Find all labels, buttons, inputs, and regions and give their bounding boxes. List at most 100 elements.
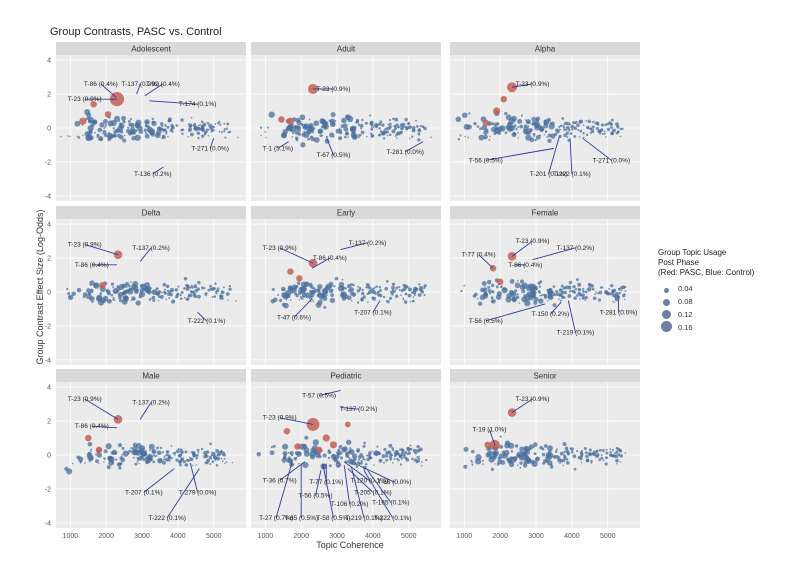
topic-point: [538, 298, 544, 304]
topic-point: [599, 286, 603, 289]
topic-point: [162, 458, 166, 461]
annotation-leader: [100, 83, 117, 98]
topic-point: [401, 449, 405, 453]
topic-point: [587, 119, 592, 124]
topic-point: [388, 125, 392, 129]
topic-point: [151, 297, 153, 299]
topic-point: [192, 452, 196, 456]
topic-point: [461, 112, 468, 119]
topic-point: [121, 446, 125, 450]
topic-point: [582, 132, 585, 135]
topic-point: [312, 439, 319, 446]
topic-point: [366, 457, 371, 462]
topic-point: [206, 458, 211, 463]
topic-point: [592, 128, 595, 131]
topic-point: [417, 293, 422, 297]
topic-point: [569, 289, 572, 292]
topic-point: [574, 127, 577, 130]
legend-title-3: (Red: PASC, Blue: Control): [658, 268, 755, 277]
topic-point: [235, 300, 238, 302]
topic-point: [260, 134, 263, 136]
topic-point: [611, 128, 616, 133]
topic-annotation: T-1 (5.1%): [263, 145, 293, 152]
topic-point: [407, 293, 412, 298]
facet-strip: [251, 42, 441, 55]
topic-point: [88, 119, 92, 124]
topic-annotation: T-23 (0.9%): [515, 396, 549, 403]
topic-annotation: T-201 (0.1%): [530, 171, 568, 178]
topic-point: [213, 456, 217, 460]
topic-point: [165, 298, 168, 301]
topic-point: [118, 291, 124, 297]
topic-point: [411, 128, 416, 133]
topic-point: [317, 284, 323, 290]
topic-point: [378, 458, 383, 463]
topic-point: [610, 118, 614, 122]
topic-point: [270, 298, 276, 304]
topic-point: [298, 298, 301, 301]
topic-point: [595, 449, 598, 453]
topic-point: [295, 136, 299, 140]
topic-point: [215, 449, 220, 453]
topic-point: [366, 455, 369, 457]
topic-point: [519, 446, 525, 452]
topic-point: [361, 118, 364, 122]
topic-point: [140, 292, 143, 294]
topic-point: [114, 452, 117, 455]
topic-point: [175, 294, 179, 298]
topic-point: [135, 119, 142, 126]
highlight-point: [85, 434, 92, 442]
topic-point: [587, 460, 590, 462]
annotation-leader: [197, 312, 207, 322]
topic-point: [191, 464, 194, 467]
topic-point: [196, 287, 201, 291]
topic-point: [343, 126, 349, 132]
y-tick-label: 2: [47, 92, 51, 99]
topic-point: [163, 288, 166, 291]
topic-point: [79, 462, 82, 464]
topic-point: [585, 133, 589, 137]
topic-point: [562, 458, 566, 463]
topic-point: [363, 441, 366, 445]
topic-point: [543, 295, 548, 299]
x-tick-label: 5000: [401, 533, 417, 540]
topic-point: [285, 298, 288, 301]
topic-point: [291, 132, 295, 135]
y-tick-label: 0: [47, 290, 51, 297]
topic-point: [378, 133, 382, 137]
topic-point: [144, 132, 147, 135]
topic-point: [188, 456, 191, 459]
topic-point: [133, 298, 136, 301]
topic-point: [488, 292, 492, 295]
topic-point: [164, 125, 167, 128]
topic-point: [600, 453, 603, 456]
topic-point: [559, 293, 563, 296]
topic-point: [610, 126, 613, 129]
highlight-point: [104, 111, 112, 118]
topic-point: [166, 289, 170, 293]
topic-point: [227, 299, 229, 301]
topic-point: [391, 282, 396, 286]
topic-point: [463, 284, 466, 287]
topic-point: [559, 124, 563, 128]
topic-point: [185, 297, 189, 301]
topic-point: [289, 451, 294, 456]
topic-point: [103, 457, 106, 460]
topic-point: [490, 283, 495, 287]
topic-point: [623, 293, 626, 296]
annotation-leader: [152, 166, 164, 175]
topic-annotation: T-56 (0.5%): [469, 157, 503, 164]
topic-point: [565, 285, 569, 290]
topic-point: [506, 127, 510, 131]
x-tick-label: 5000: [206, 533, 222, 540]
topic-point: [195, 453, 199, 457]
topic-point: [573, 467, 577, 471]
topic-point: [499, 435, 502, 438]
topic-point: [388, 450, 390, 452]
topic-point: [67, 135, 69, 137]
topic-point: [581, 290, 585, 293]
topic-point: [603, 132, 606, 135]
topic-point: [397, 452, 401, 456]
topic-point: [519, 461, 523, 465]
annotation-leader: [354, 463, 395, 483]
